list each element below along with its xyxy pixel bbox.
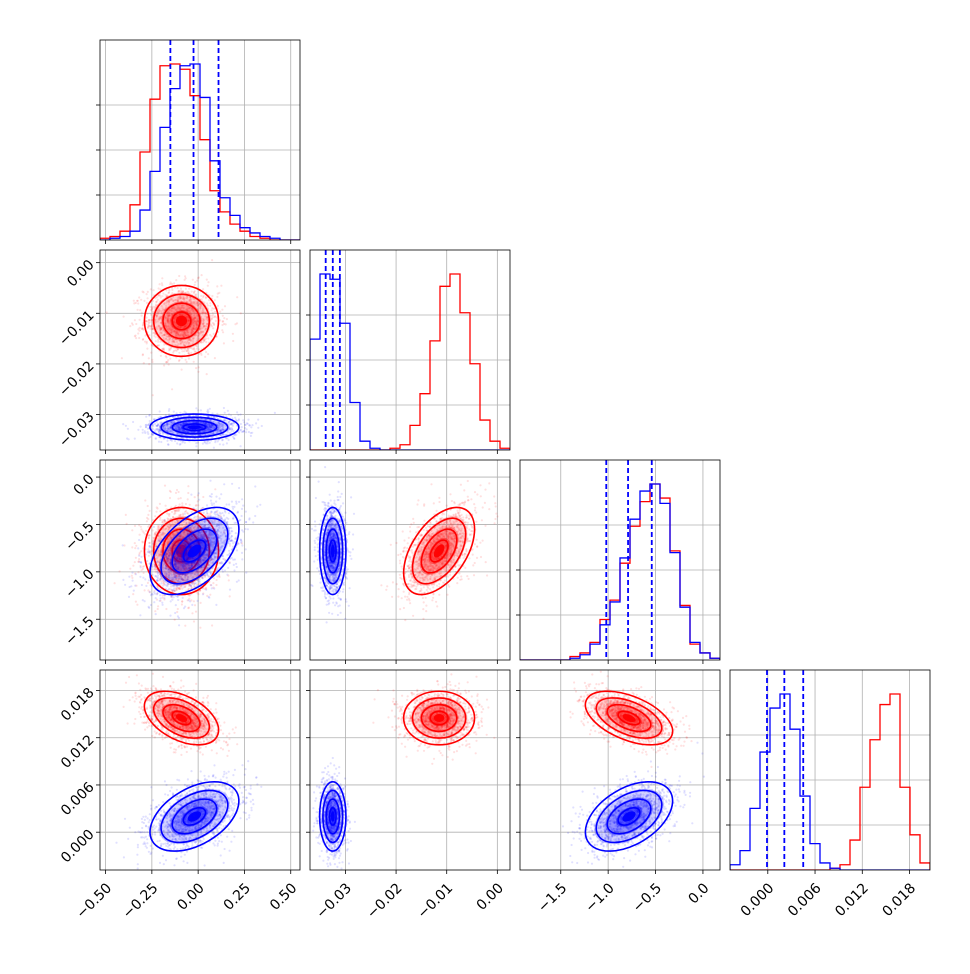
- y-tick-label: 0.012: [58, 732, 98, 772]
- panel-body: [312, 673, 495, 869]
- panel-1-1: [306, 250, 510, 454]
- panel-body: [115, 673, 262, 870]
- panel-3-0: 0.000 0.006 0.012 0.018 −0.50−0.25 0.00 0.25 0.…: [58, 670, 300, 922]
- x-tick-label: −0.03: [313, 880, 355, 922]
- panel-2-2: [516, 460, 720, 664]
- x-tick-label: −0.02: [364, 880, 406, 922]
- x-tick-label: 0.006: [785, 880, 825, 920]
- x-tick-label: 0.0: [685, 880, 712, 907]
- density-core-blue: [331, 544, 335, 557]
- y-tick-label: 0.0: [71, 471, 98, 498]
- panel-body: [100, 40, 300, 240]
- x-tick-label: −1.5: [535, 880, 570, 915]
- y-tick-label: −0.03: [56, 409, 98, 451]
- x-tick-label: 0.00: [474, 880, 507, 913]
- y-tick-label: 0.000: [58, 827, 98, 867]
- panel-body: [114, 480, 262, 629]
- panel-1-0: −0.03 −0.02 −0.01 0.00: [56, 250, 300, 454]
- panel-2-1: [306, 460, 510, 664]
- panel-body: [520, 460, 720, 660]
- x-tick-label: 0.000: [738, 880, 778, 920]
- panel-body: [562, 671, 705, 868]
- y-tick-label: 0.00: [64, 257, 97, 290]
- x-tick-label: −0.5: [630, 880, 665, 915]
- panel-body: [730, 670, 930, 870]
- x-tick-label: 0.012: [832, 880, 872, 920]
- x-tick-label: 0.018: [879, 880, 919, 920]
- y-tick-label: −0.02: [56, 358, 98, 400]
- panel-body: [310, 466, 498, 624]
- density-core-blue: [188, 425, 201, 429]
- panel-0-0: [96, 40, 300, 244]
- density-core-red: [176, 316, 187, 327]
- x-tick-label: 0.00: [174, 880, 207, 913]
- y-tick-label: 0.018: [58, 685, 98, 725]
- x-tick-label: 0.25: [221, 880, 254, 913]
- x-tick-label: −0.01: [415, 880, 457, 922]
- panel-body: [106, 259, 276, 449]
- y-tick-label: −1.0: [62, 566, 97, 601]
- panel-3-1: −0.03−0.02−0.01 0.00: [306, 670, 510, 922]
- panel-3-2: −1.5 −1.0 −0.5 0.0: [516, 670, 720, 916]
- density-core-blue: [331, 811, 335, 821]
- panel-2-0: −1.5 −1.0 −0.5 0.0: [62, 460, 300, 664]
- x-tick-label: −0.25: [120, 880, 162, 922]
- x-tick-label: 0.50: [267, 880, 300, 913]
- x-tick-label: −1.0: [582, 880, 617, 915]
- y-tick-label: 0.006: [58, 779, 98, 819]
- y-tick-label: −0.01: [56, 308, 98, 350]
- y-tick-label: −0.5: [62, 519, 97, 554]
- density-core-red: [434, 714, 445, 722]
- histogram-blue-2: [520, 484, 720, 660]
- x-tick-label: −0.50: [74, 880, 116, 922]
- y-tick-label: −1.5: [62, 614, 97, 649]
- panel-body: [310, 250, 510, 450]
